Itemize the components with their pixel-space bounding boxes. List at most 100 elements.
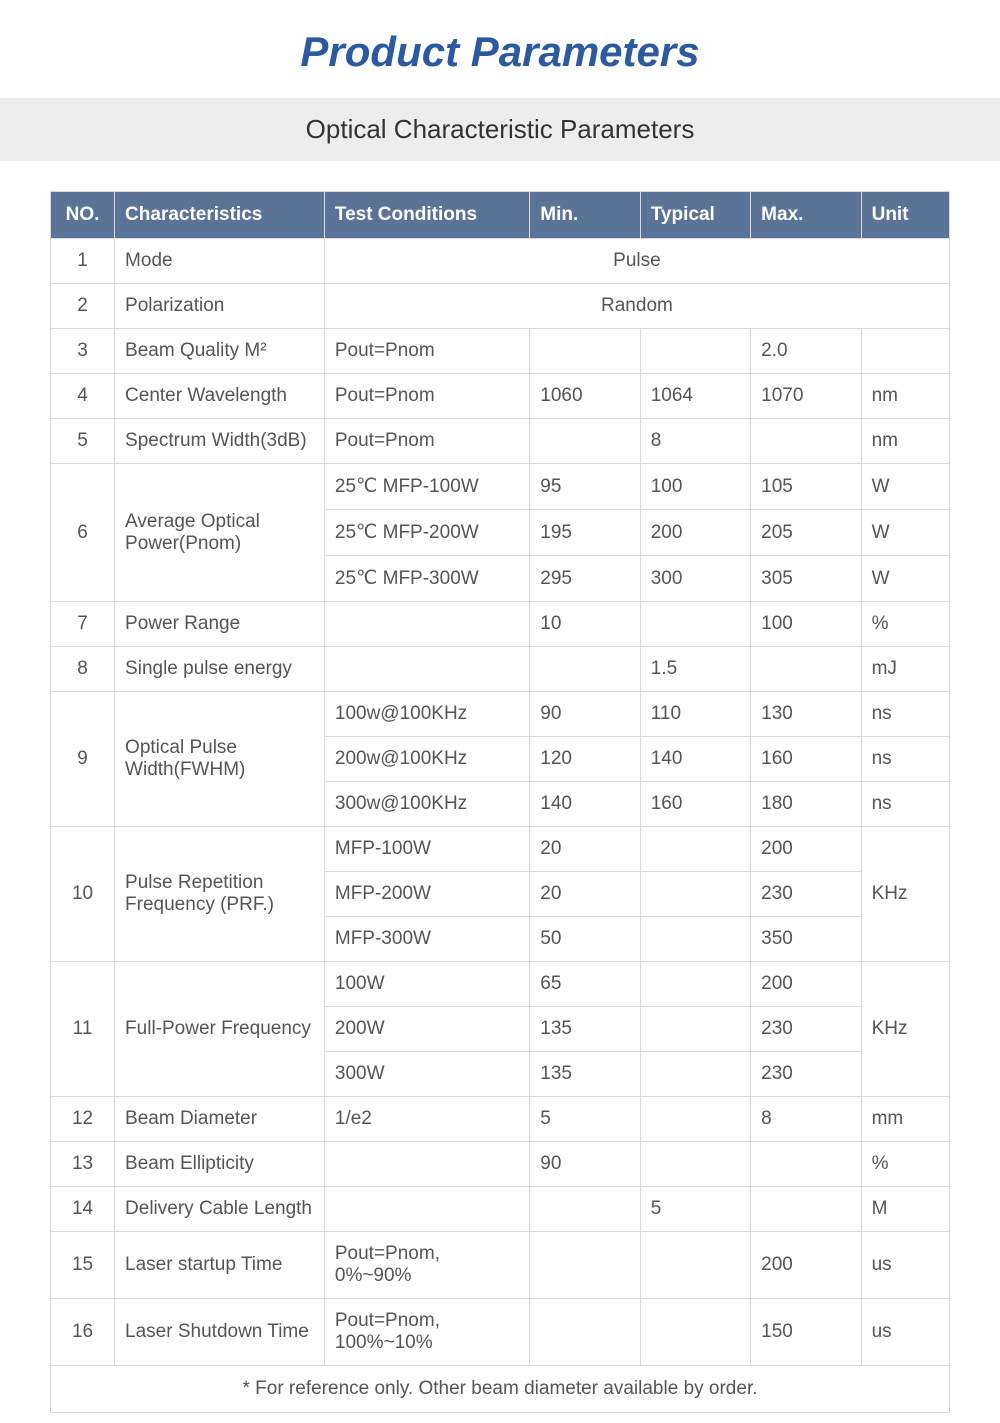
table-cell: 1/e2 (324, 1097, 529, 1142)
table-cell: 200 (640, 510, 750, 556)
table-cell: 8 (640, 419, 750, 464)
table-header-row: NO. Characteristics Test Conditions Min.… (51, 192, 950, 239)
table-cell: 200 (751, 1232, 861, 1299)
table-cell: Pout=Pnom (324, 374, 529, 419)
table-cell: MFP-200W (324, 872, 529, 917)
table-cell: MFP-300W (324, 917, 529, 962)
table-cell: 135 (530, 1007, 640, 1052)
table-cell: 200w@100KHz (324, 737, 529, 782)
table-cell: 105 (751, 464, 861, 510)
table-cell (530, 1299, 640, 1366)
table-cell (640, 827, 750, 872)
table-row: 13Beam Ellipticity90% (51, 1142, 950, 1187)
table-cell (640, 1299, 750, 1366)
table-cell: 1.5 (640, 647, 750, 692)
table-cell: 180 (751, 782, 861, 827)
table-cell (640, 917, 750, 962)
table-row: 5Spectrum Width(3dB)Pout=Pnom8nm (51, 419, 950, 464)
table-cell (640, 872, 750, 917)
table-cell (751, 419, 861, 464)
table-cell: W (861, 510, 949, 556)
table-row: 6Average Optical Power(Pnom)25℃ MFP-100W… (51, 464, 950, 510)
table-cell: Full-Power Frequency (115, 962, 325, 1097)
table-cell (751, 1187, 861, 1232)
table-cell (324, 647, 529, 692)
table-cell (530, 1187, 640, 1232)
table-cell: 100 (640, 464, 750, 510)
table-cell (530, 647, 640, 692)
table-cell (530, 419, 640, 464)
table-cell (640, 962, 750, 1007)
subtitle-bar: Optical Characteristic Parameters (0, 98, 1000, 161)
table-cell: 12 (51, 1097, 115, 1142)
table-cell: mm (861, 1097, 949, 1142)
table-row: 3Beam Quality M²Pout=Pnom2.0 (51, 329, 950, 374)
table-cell: Mode (115, 239, 325, 284)
table-cell: W (861, 556, 949, 602)
table-cell (640, 1052, 750, 1097)
table-cell: 1064 (640, 374, 750, 419)
table-cell: 2 (51, 284, 115, 329)
table-cell: Beam Diameter (115, 1097, 325, 1142)
table-cell: Pout=Pnom, 0%~90% (324, 1232, 529, 1299)
table-cell (640, 1232, 750, 1299)
table-cell: 130 (751, 692, 861, 737)
table-cell: 135 (530, 1052, 640, 1097)
table-cell: 150 (751, 1299, 861, 1366)
table-row: 12Beam Diameter1/e258mm (51, 1097, 950, 1142)
table-cell: Laser startup Time (115, 1232, 325, 1299)
table-cell (640, 1007, 750, 1052)
table-cell: MFP-100W (324, 827, 529, 872)
table-cell: 15 (51, 1232, 115, 1299)
table-cell: 20 (530, 872, 640, 917)
table-cell: 25℃ MFP-100W (324, 464, 529, 510)
table-cell: 90 (530, 692, 640, 737)
table-cell: 1060 (530, 374, 640, 419)
table-row: 10Pulse Repetition Frequency (PRF.)MFP-1… (51, 827, 950, 872)
table-cell: 350 (751, 917, 861, 962)
table-cell: Single pulse energy (115, 647, 325, 692)
col-char: Characteristics (115, 192, 325, 239)
parameters-table: NO. Characteristics Test Conditions Min.… (50, 191, 950, 1366)
table-cell: Laser Shutdown Time (115, 1299, 325, 1366)
table-cell: 140 (640, 737, 750, 782)
table-cell: ns (861, 737, 949, 782)
table-row: 9Optical Pulse Width(FWHM)100w@100KHz901… (51, 692, 950, 737)
table-cell: 25℃ MFP-200W (324, 510, 529, 556)
table-cell: M (861, 1187, 949, 1232)
table-cell: 50 (530, 917, 640, 962)
table-cell: Average Optical Power(Pnom) (115, 464, 325, 602)
table-cell: 100 (751, 602, 861, 647)
table-cell: 230 (751, 1052, 861, 1097)
table-cell: Polarization (115, 284, 325, 329)
table-cell (324, 1142, 529, 1187)
table-cell: us (861, 1232, 949, 1299)
table-cell: 5 (640, 1187, 750, 1232)
table-cell: Optical Pulse Width(FWHM) (115, 692, 325, 827)
table-row: 8Single pulse energy 1.5 mJ (51, 647, 950, 692)
table-cell (324, 602, 529, 647)
table-cell: 230 (751, 1007, 861, 1052)
table-cell: mJ (861, 647, 949, 692)
table-cell (751, 647, 861, 692)
table-cell: 5 (530, 1097, 640, 1142)
table-cell: 5 (51, 419, 115, 464)
table-row: 15Laser startup TimePout=Pnom, 0%~90% 200… (51, 1232, 950, 1299)
table-cell: W (861, 464, 949, 510)
table-cell: Random (324, 284, 949, 329)
table-cell: 8 (51, 647, 115, 692)
table-cell: 10 (51, 827, 115, 962)
table-cell: KHz (861, 962, 949, 1097)
table-row: 1ModePulse (51, 239, 950, 284)
table-cell: 14 (51, 1187, 115, 1232)
table-cell: Beam Quality M² (115, 329, 325, 374)
table-cell: nm (861, 419, 949, 464)
table-cell (640, 1142, 750, 1187)
table-cell: 120 (530, 737, 640, 782)
table-cell: 4 (51, 374, 115, 419)
table-cell: Pulse (324, 239, 949, 284)
table-cell: 6 (51, 464, 115, 602)
col-typ: Typical (640, 192, 750, 239)
table-cell: 2.0 (751, 329, 861, 374)
table-row: 7Power Range10100% (51, 602, 950, 647)
